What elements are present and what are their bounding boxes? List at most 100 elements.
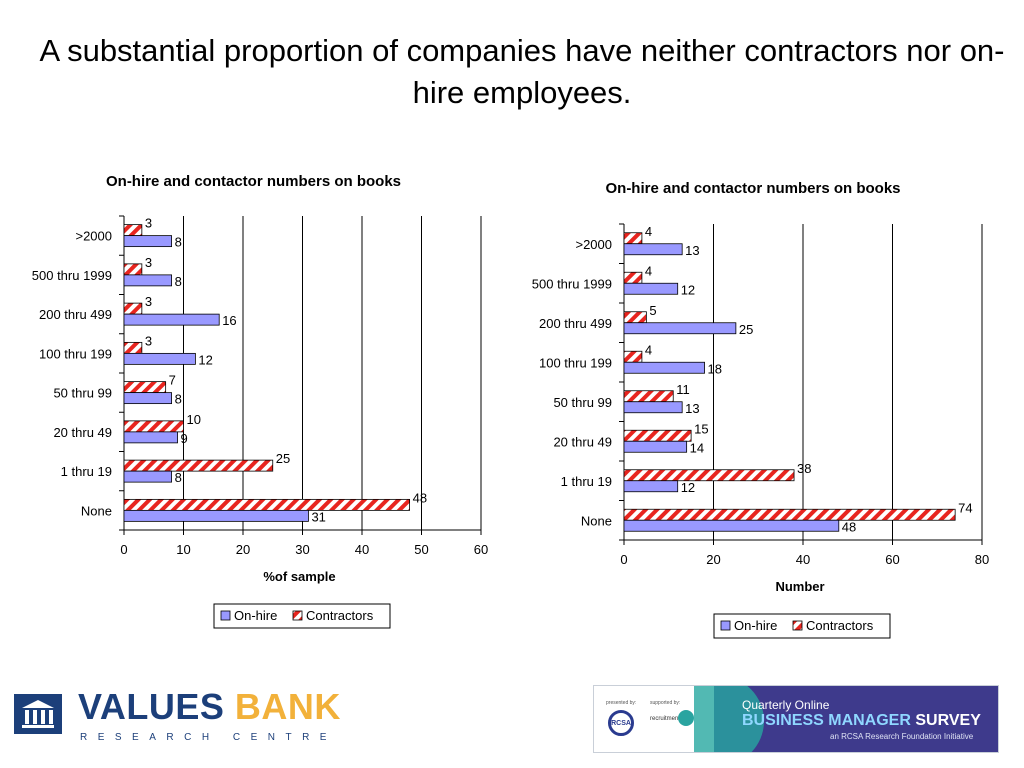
category-label-100-thru-199: 100 thru 199 (39, 346, 112, 361)
x-tick-label: 20 (706, 552, 720, 567)
x-axis-title: %of sample (263, 569, 335, 584)
category-label-100-thru-199: 100 thru 199 (539, 355, 612, 370)
legend-swatch-onhire (720, 620, 731, 631)
data-label-onhire-2000: 8 (175, 235, 182, 250)
bar-onhire-20-thru-49 (123, 431, 178, 444)
legend-swatch-contractors (292, 610, 303, 621)
survey-line2: BUSINESS MANAGER SURVEY (742, 712, 981, 730)
x-tick-label: 60 (885, 552, 899, 567)
category-label-2000: >2000 (575, 237, 612, 252)
bar-contractors-2000 (123, 224, 143, 237)
x-tick-label: 30 (295, 542, 309, 557)
bar-onhire-2000 (123, 235, 172, 248)
bar-onhire-100-thru-199 (123, 352, 196, 365)
data-label-contractors-100-thru-199: 3 (145, 333, 152, 348)
data-label-contractors-1-thru-19: 38 (797, 461, 811, 476)
x-axis-title: Number (775, 579, 824, 594)
category-label-2000: >2000 (75, 229, 112, 244)
chart-title: On-hire and contactor numbers on books (106, 173, 401, 190)
bar-contractors-20-thru-49 (123, 420, 184, 433)
values-bank-subtitle: RESEARCH CENTRE (80, 732, 337, 743)
bar-contractors-1-thru-19 (123, 459, 274, 472)
category-label-200-thru-499: 200 thru 499 (539, 316, 612, 331)
bar-onhire-200-thru-499 (123, 313, 220, 326)
data-label-onhire-50-thru-99: 8 (175, 392, 182, 407)
x-tick-label: 40 (796, 552, 810, 567)
bar-onhire-500-thru-1999 (623, 282, 679, 295)
survey-line3: an RCSA Research Foundation Initiative (830, 732, 974, 741)
x-tick-label: 40 (355, 542, 369, 557)
category-label-1-thru-19: 1 thru 19 (561, 474, 612, 489)
bar-onhire-2000 (623, 243, 683, 256)
supported-by-label: supported by: (650, 700, 681, 706)
recruitment-logo: recruitment (650, 716, 681, 722)
data-label-onhire-1-thru-19: 8 (175, 470, 182, 485)
bar-contractors-1-thru-19 (623, 469, 795, 482)
survey-line1: Quarterly Online (742, 698, 830, 712)
values-word: VALUES (78, 686, 225, 727)
bar-onhire-100-thru-199 (623, 361, 705, 374)
legend-label-onhire: On-hire (234, 608, 277, 623)
data-label-contractors-200-thru-499: 5 (649, 303, 656, 318)
bar-onhire-none (623, 519, 840, 532)
data-label-contractors-50-thru-99: 7 (169, 373, 176, 388)
x-tick-label: 10 (176, 542, 190, 557)
recruitment-ball-icon (678, 710, 694, 726)
data-label-onhire-none: 31 (311, 509, 325, 524)
bar-contractors-100-thru-199 (623, 350, 643, 363)
bar-contractors-2000 (623, 232, 643, 245)
bar-contractors-50-thru-99 (623, 390, 674, 403)
data-label-contractors-1-thru-19: 25 (276, 451, 290, 466)
data-label-onhire-200-thru-499: 25 (739, 322, 753, 337)
legend-label-contractors: Contractors (806, 618, 874, 633)
data-label-contractors-2000: 3 (145, 216, 152, 231)
data-label-contractors-500-thru-1999: 4 (645, 263, 652, 278)
bar-onhire-50-thru-99 (123, 392, 172, 405)
data-label-onhire-100-thru-199: 18 (708, 361, 722, 376)
bar-onhire-200-thru-499 (623, 322, 737, 335)
bar-contractors-50-thru-99 (123, 381, 167, 394)
category-label-50-thru-99: 50 thru 99 (553, 395, 612, 410)
data-label-contractors-none: 48 (413, 490, 427, 505)
bar-onhire-20-thru-49 (623, 440, 688, 453)
data-label-onhire-200-thru-499: 16 (222, 313, 236, 328)
survey-line2-rest: SURVEY (915, 712, 981, 729)
values-bank-wordmark: VALUES BANK (78, 686, 341, 728)
category-label-500-thru-1999: 500 thru 1999 (532, 276, 612, 291)
bar-onhire-50-thru-99 (623, 401, 683, 414)
x-tick-label: 50 (414, 542, 428, 557)
x-tick-label: 80 (975, 552, 989, 567)
legend-swatch-onhire (220, 610, 231, 621)
data-label-contractors-50-thru-99: 11 (676, 382, 690, 397)
bar-contractors-none (623, 508, 956, 521)
legend-swatch-contractors (792, 620, 803, 631)
survey-wave-decoration (694, 686, 764, 752)
category-label-20-thru-49: 20 thru 49 (53, 425, 112, 440)
bar-contractors-none (123, 498, 411, 511)
data-label-onhire-2000: 13 (685, 243, 699, 258)
bar-contractors-500-thru-1999 (123, 263, 143, 276)
category-label-200-thru-499: 200 thru 499 (39, 307, 112, 322)
chart-left: On-hire and contactor numbers on books 0 1… (32, 173, 488, 629)
data-label-onhire-50-thru-99: 13 (685, 401, 699, 416)
bar-onhire-1-thru-19 (623, 480, 679, 493)
bar-contractors-200-thru-499 (123, 302, 143, 315)
data-label-contractors-500-thru-1999: 3 (145, 255, 152, 270)
data-label-contractors-20-thru-49: 15 (694, 421, 708, 436)
data-label-onhire-20-thru-49: 14 (690, 440, 704, 455)
bar-contractors-200-thru-499 (623, 311, 647, 324)
data-label-onhire-none: 48 (842, 519, 856, 534)
category-label-none: None (581, 513, 612, 528)
x-tick-label: 0 (120, 542, 127, 557)
x-tick-label: 20 (236, 542, 250, 557)
data-label-onhire-20-thru-49: 9 (181, 431, 188, 446)
legend-label-contractors: Contractors (306, 608, 374, 623)
data-label-contractors-none: 74 (958, 500, 972, 515)
slide-title: A substantial proportion of companies ha… (39, 33, 1005, 110)
data-label-contractors-200-thru-499: 3 (145, 294, 152, 309)
chart-right: On-hire and contactor numbers on books 0 2… (532, 180, 989, 639)
values-bank-logo: VALUES BANK RESEARCH CENTRE (14, 686, 340, 746)
category-label-1-thru-19: 1 thru 19 (61, 464, 112, 479)
bar-contractors-100-thru-199 (123, 341, 143, 354)
category-label-20-thru-49: 20 thru 49 (553, 434, 612, 449)
